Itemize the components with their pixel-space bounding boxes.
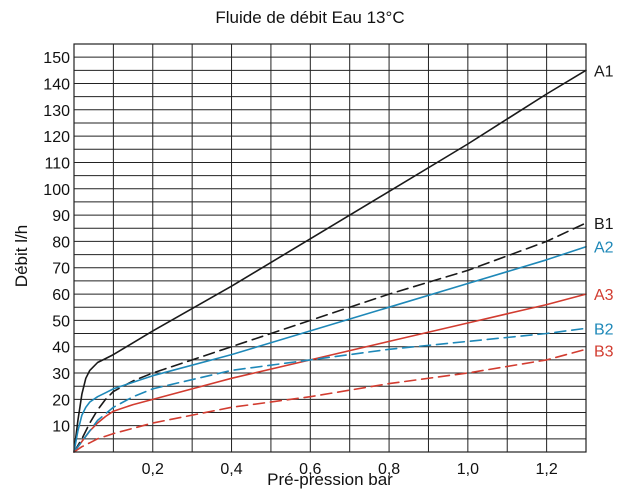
- series-lines: [73, 69, 587, 453]
- series-label-b3: B3: [594, 343, 614, 360]
- y-tick-label: 90: [52, 208, 70, 225]
- x-tick-label: 0,8: [378, 461, 400, 478]
- grid: [74, 44, 586, 452]
- y-tick-label: 110: [44, 155, 70, 172]
- x-tick-label: 1,0: [457, 461, 479, 478]
- series-label-b1: B1: [594, 216, 614, 233]
- plot-frame: [73, 43, 587, 453]
- series-labels: A1 B1 A2 A3 B2 B3: [594, 63, 614, 360]
- series-label-a3: A3: [594, 287, 614, 304]
- x-tick-label: 1,2: [535, 461, 557, 478]
- y-tick-label: 140: [43, 76, 70, 93]
- y-tick-label: 100: [43, 182, 70, 199]
- series-line-a2: [73, 245, 587, 453]
- y-tick-label: 10: [52, 419, 70, 436]
- series-line-b1: [73, 222, 587, 453]
- plot-border: [73, 43, 587, 453]
- series-label-a2: A2: [594, 240, 614, 257]
- y-tick-label: 40: [52, 340, 70, 357]
- x-axis-label: Pré-pression bar: [267, 470, 393, 489]
- y-tick-label: 30: [52, 366, 70, 383]
- y-tick-label: 20: [52, 392, 70, 409]
- series-line-b3: [73, 348, 587, 453]
- tick-labels: 10 20 30 40 50 60 70 80 90 100 110 120 130 140 150 0,2 0…: [43, 50, 558, 478]
- series-line-a1: [73, 69, 587, 453]
- y-tick-label: 50: [52, 313, 70, 330]
- series-line-b2: [73, 327, 587, 453]
- y-tick-label: 70: [52, 261, 70, 278]
- x-tick-label: 0,2: [142, 461, 164, 478]
- y-tick-label: 120: [43, 129, 70, 146]
- series-label-a1: A1: [594, 63, 614, 80]
- y-tick-label: 60: [52, 287, 70, 304]
- y-tick-label: 80: [52, 234, 70, 251]
- x-tick-label: 0,6: [299, 461, 321, 478]
- y-tick-label: 150: [43, 50, 70, 67]
- chart-title: Fluide de débit Eau 13°C: [215, 8, 405, 27]
- x-tick-label: 0,4: [220, 461, 242, 478]
- y-tick-label: 130: [43, 103, 70, 120]
- series-label-b2: B2: [594, 321, 614, 338]
